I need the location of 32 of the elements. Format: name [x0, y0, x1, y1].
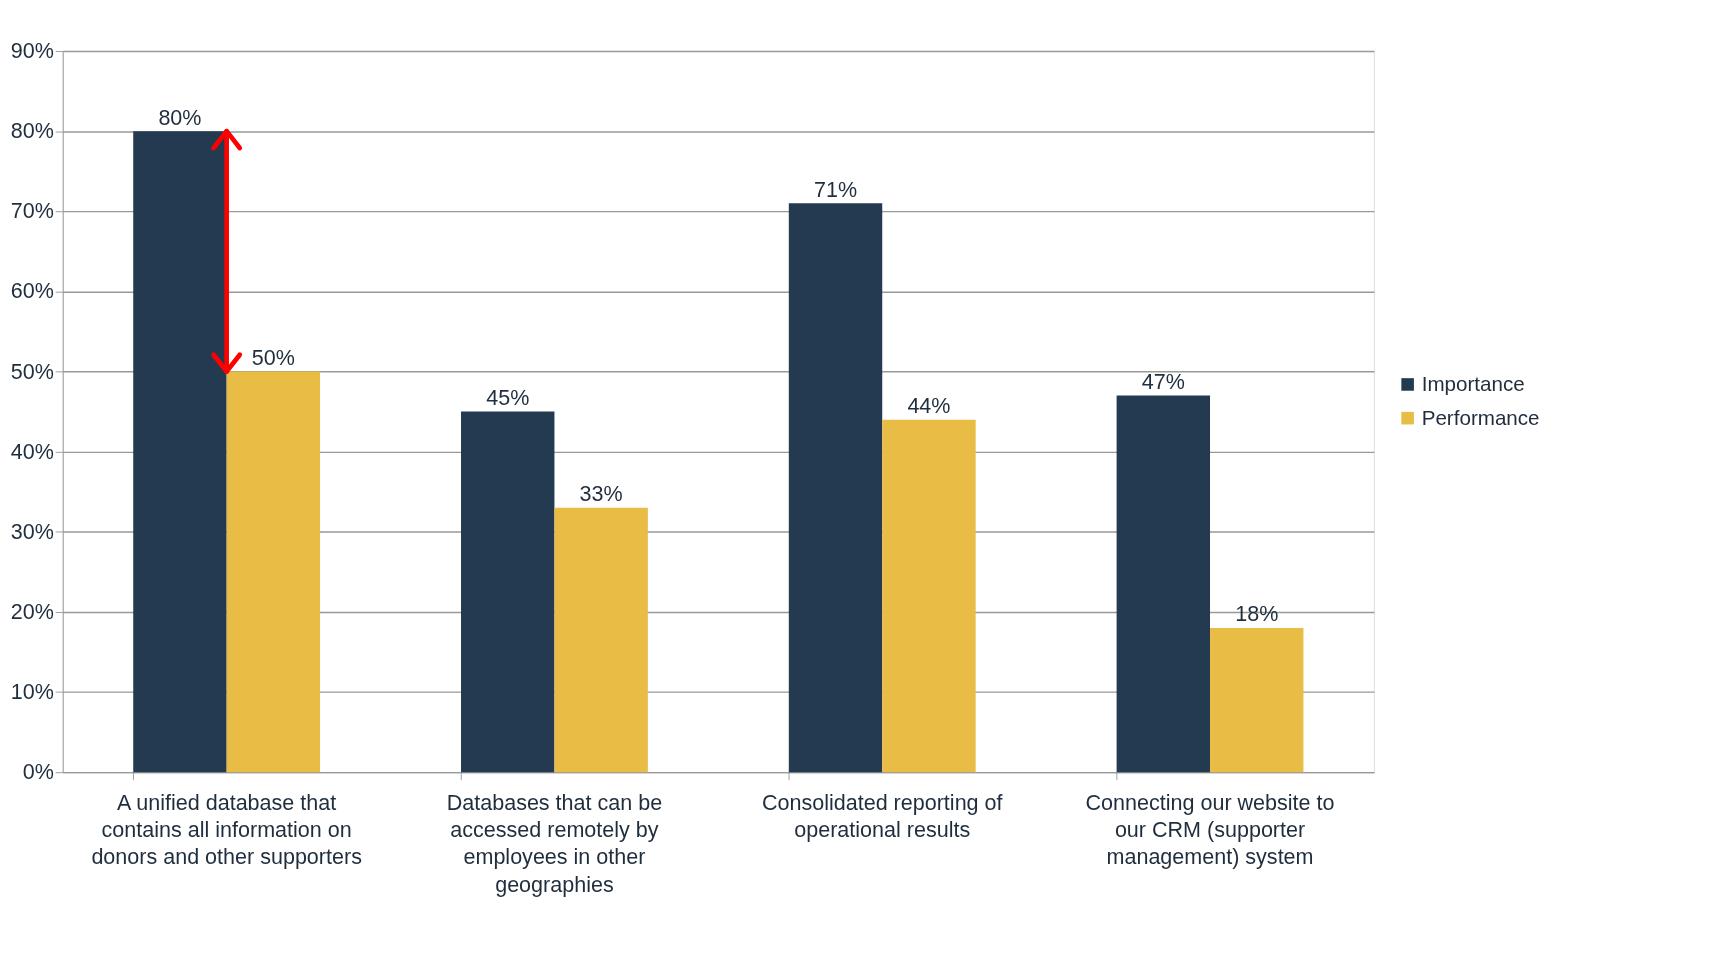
- y-tick-label: 70%: [10, 199, 54, 224]
- y-tick-label: 60%: [10, 279, 54, 304]
- data-label: 80%: [158, 105, 202, 130]
- bar: [554, 507, 648, 773]
- y-tick-label: 20%: [10, 599, 54, 624]
- y-tick-label: 80%: [10, 119, 54, 144]
- legend-label: Importance: [1421, 372, 1525, 396]
- y-tick-label: 50%: [10, 359, 54, 384]
- y-tick-label: 0%: [22, 760, 54, 785]
- bar: [226, 371, 321, 773]
- data-label: 50%: [251, 346, 295, 370]
- data-label: 33%: [579, 482, 623, 507]
- data-label: 44%: [907, 394, 951, 419]
- bar: [788, 203, 883, 773]
- x-tick-label: Connecting our website to our CRM (supporter management) system: [1085, 791, 1335, 870]
- bar: [882, 419, 976, 773]
- y-tick-label: 90%: [10, 39, 54, 64]
- data-label: 45%: [486, 386, 530, 411]
- x-tick-label: A unified database that contains all information on donors and other supporters: [91, 791, 362, 870]
- x-tick-label: Consolidated reporting of operational results: [761, 791, 1004, 843]
- legend-label: Performance: [1421, 405, 1540, 429]
- bar: [1210, 627, 1304, 773]
- x-tick-label: Databases that can be accessed remotely by employees in other geographies: [446, 791, 663, 897]
- bar: [461, 411, 555, 773]
- y-tick-label: 40%: [10, 439, 54, 464]
- data-label: 71%: [813, 177, 858, 202]
- y-tick-label: 10%: [10, 680, 54, 705]
- bar: [133, 131, 227, 773]
- data-label: 18%: [1235, 602, 1279, 627]
- bar: [1116, 395, 1211, 773]
- data-label: 47%: [1141, 370, 1185, 395]
- y-tick-label: 30%: [10, 519, 54, 544]
